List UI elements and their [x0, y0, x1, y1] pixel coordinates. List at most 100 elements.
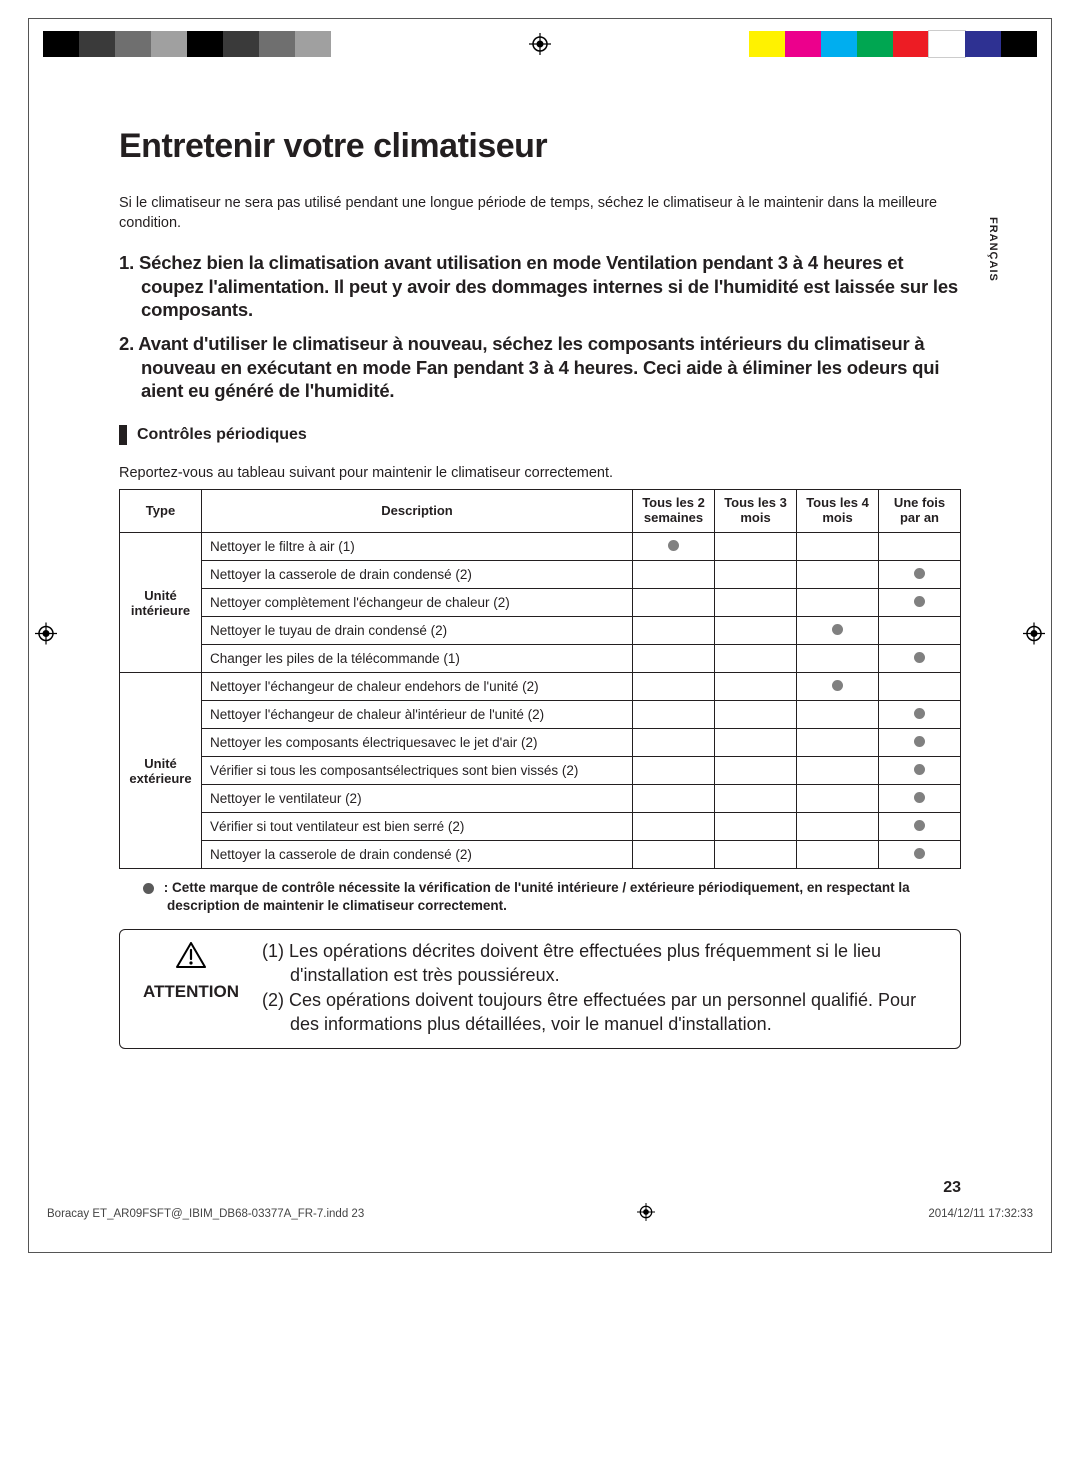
frequency-cell: [879, 561, 961, 589]
frequency-cell: [797, 533, 879, 561]
registration-mark-top: [529, 33, 551, 55]
frequency-cell: [715, 785, 797, 813]
frequency-cell: [633, 617, 715, 645]
attention-item-1: (1) Les opérations décrites doivent être…: [262, 940, 944, 987]
frequency-cell: [633, 729, 715, 757]
color-swatch: [295, 31, 331, 57]
frequency-cell: [633, 813, 715, 841]
table-row: Nettoyer la casserole de drain condensé …: [120, 561, 961, 589]
attention-header: ATTENTION: [136, 940, 246, 1002]
description-cell: Nettoyer les composants électriquesavec …: [202, 729, 633, 757]
frequency-cell: [797, 645, 879, 673]
footer-filename: Boracay ET_AR09FSFT@_IBIM_DB68-03377A_FR…: [47, 1208, 364, 1220]
attention-item-2: (2) Ces opérations doivent toujours être…: [262, 989, 944, 1036]
frequency-cell: [797, 841, 879, 869]
table-footnote: : Cette marque de contrôle nécessite la …: [143, 879, 961, 915]
frequency-cell: [879, 785, 961, 813]
frequency-cell: [879, 645, 961, 673]
th-type: Type: [120, 490, 202, 533]
table-row: Nettoyer le ventilateur (2): [120, 785, 961, 813]
th-2weeks: Tous les 2 semaines: [633, 490, 715, 533]
color-swatch: [259, 31, 295, 57]
check-dot-icon: [914, 792, 925, 803]
description-cell: Nettoyer la casserole de drain condensé …: [202, 561, 633, 589]
frequency-cell: [879, 589, 961, 617]
page-frame: FRANÇAIS Entretenir votre climatiseur Si…: [28, 18, 1052, 1253]
frequency-cell: [715, 617, 797, 645]
color-swatch: [115, 31, 151, 57]
frequency-cell: [879, 841, 961, 869]
frequency-cell: [715, 561, 797, 589]
frequency-cell: [633, 757, 715, 785]
check-dot-icon: [914, 820, 925, 831]
footnote-prefix: :: [160, 880, 172, 895]
check-dot-icon: [914, 764, 925, 775]
attention-text: (1) Les opérations décrites doivent être…: [262, 940, 944, 1038]
footnote-text: Cette marque de contrôle nécessite la vé…: [167, 880, 910, 913]
color-swatch: [151, 31, 187, 57]
description-cell: Nettoyer le ventilateur (2): [202, 785, 633, 813]
check-dot-icon: [832, 624, 843, 635]
table-row: Nettoyer l'échangeur de chaleur àl'intér…: [120, 701, 961, 729]
check-dot-icon: [832, 680, 843, 691]
registration-mark-bottom: [637, 1203, 655, 1224]
table-header-row: Type Description Tous les 2 semaines Tou…: [120, 490, 961, 533]
description-cell: Nettoyer la casserole de drain condensé …: [202, 841, 633, 869]
th-description: Description: [202, 490, 633, 533]
frequency-cell: [797, 673, 879, 701]
check-dot-icon: [914, 568, 925, 579]
warning-icon: [176, 942, 206, 974]
dot-icon: [143, 883, 154, 894]
frequency-cell: [797, 785, 879, 813]
frequency-cell: [715, 841, 797, 869]
th-1year: Une fois par an: [879, 490, 961, 533]
table-row: Vérifier si tout ventilateur est bien se…: [120, 813, 961, 841]
color-swatch: [821, 31, 857, 57]
table-row: Nettoyer le tuyau de drain condensé (2): [120, 617, 961, 645]
table-row: Nettoyer les composants électriquesavec …: [120, 729, 961, 757]
color-swatch: [965, 31, 1001, 57]
step-2: 2. Avant d'utiliser le climatiseur à nou…: [119, 332, 961, 403]
color-swatch: [79, 31, 115, 57]
attention-label: ATTENTION: [143, 981, 239, 1003]
color-swatch: [223, 31, 259, 57]
print-footer: Boracay ET_AR09FSFT@_IBIM_DB68-03377A_FR…: [29, 1197, 1051, 1232]
language-tab: FRANÇAIS: [987, 217, 999, 282]
frequency-cell: [879, 701, 961, 729]
check-dot-icon: [914, 652, 925, 663]
frequency-cell: [715, 757, 797, 785]
frequency-cell: [797, 813, 879, 841]
color-swatch: [857, 31, 893, 57]
check-dot-icon: [668, 540, 679, 551]
table-row: Vérifier si tous les composantsélectriqu…: [120, 757, 961, 785]
attention-box: ATTENTION (1) Les opérations décrites do…: [119, 929, 961, 1049]
frequency-cell: [633, 673, 715, 701]
page-content: FRANÇAIS Entretenir votre climatiseur Si…: [29, 67, 1051, 1069]
frequency-cell: [797, 561, 879, 589]
frequency-cell: [633, 561, 715, 589]
description-cell: Nettoyer le tuyau de drain condensé (2): [202, 617, 633, 645]
check-dot-icon: [914, 596, 925, 607]
frequency-cell: [715, 813, 797, 841]
print-color-bar: [29, 19, 1051, 67]
frequency-cell: [879, 757, 961, 785]
swatch-group-right: [749, 31, 1037, 57]
frequency-cell: [797, 729, 879, 757]
frequency-cell: [633, 841, 715, 869]
type-cell: Unité intérieure: [120, 533, 202, 673]
frequency-cell: [633, 589, 715, 617]
frequency-cell: [879, 729, 961, 757]
frequency-cell: [879, 673, 961, 701]
frequency-cell: [633, 645, 715, 673]
table-row: Changer les piles de la télécommande (1): [120, 645, 961, 673]
frequency-cell: [633, 701, 715, 729]
table-row: Nettoyer la casserole de drain condensé …: [120, 841, 961, 869]
frequency-cell: [715, 729, 797, 757]
description-cell: Nettoyer le filtre à air (1): [202, 533, 633, 561]
check-dot-icon: [914, 848, 925, 859]
color-swatch: [893, 31, 929, 57]
section-heading-text: Contrôles périodiques: [137, 426, 307, 444]
intro-text: Si le climatiseur ne sera pas utilisé pe…: [119, 194, 961, 233]
table-row: Unité intérieureNettoyer le filtre à air…: [120, 533, 961, 561]
description-cell: Changer les piles de la télécommande (1): [202, 645, 633, 673]
